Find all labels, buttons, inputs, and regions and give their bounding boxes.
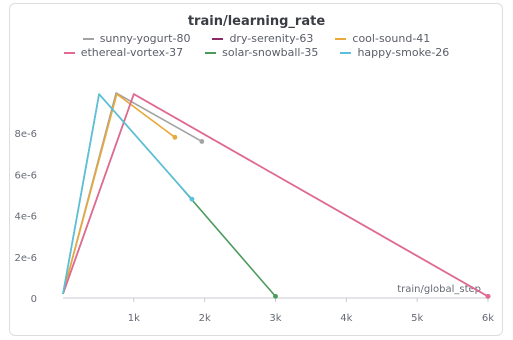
chart-title: train/learning_rate: [187, 14, 326, 29]
legend-item[interactable]: solar-snowball-35: [205, 46, 318, 59]
x-tick-label: 2k: [199, 313, 211, 324]
y-tick-label: 4e-6: [15, 212, 38, 223]
chart-panel: [9, 3, 503, 336]
series-line-cool-sound-41: [62, 93, 176, 295]
legend-row-1: sunny-yogurt-80 dry-serenity-63 cool-sou…: [0, 32, 513, 45]
legend-swatch: [340, 51, 352, 54]
x-tick-label: 5k: [411, 313, 423, 324]
legend-swatch: [205, 51, 217, 54]
legend-swatch: [63, 51, 75, 54]
y-tick-label: 6e-6: [15, 170, 38, 181]
x-tick-label: 4k: [340, 313, 352, 324]
series-end-point-cool-sound-41: [172, 134, 178, 140]
y-tick-label: 2e-6: [15, 253, 38, 264]
legend-row-2: ethereal-vortex-37 solar-snowball-35 hap…: [0, 46, 513, 59]
series-end-point-sunny-yogurt-80: [199, 139, 205, 144]
legend-swatch: [335, 37, 347, 40]
x-tick-label: 6k: [482, 313, 494, 324]
legend-label: dry-serenity-63: [229, 32, 314, 45]
y-tick-label: 0: [31, 294, 37, 305]
x-tick-label: 1k: [128, 313, 140, 324]
legend-item[interactable]: ethereal-vortex-37: [63, 46, 184, 59]
legend-label: happy-smoke-26: [357, 46, 450, 59]
x-tick-label: 3k: [269, 313, 281, 324]
legend-item[interactable]: sunny-yogurt-80: [82, 32, 191, 45]
legend-label: ethereal-vortex-37: [80, 46, 184, 59]
legend-swatch: [82, 37, 94, 40]
series-end-point-solar-snowball-35: [273, 293, 278, 299]
x-axis-label: train/global_step: [397, 284, 481, 295]
legend-item[interactable]: happy-smoke-26: [340, 46, 449, 59]
legend-swatch: [212, 37, 224, 40]
series-line-solar-snowball-35: [62, 93, 277, 297]
series-end-point-ethereal-vortex-37: [485, 293, 491, 299]
series-end-point-happy-smoke-26: [189, 196, 195, 202]
legend-item[interactable]: cool-sound-41: [335, 32, 430, 45]
legend-label: sunny-yogurt-80: [99, 32, 191, 45]
series-line-ethereal-vortex-37: [62, 93, 489, 298]
y-tick-label: 8e-6: [15, 129, 38, 140]
legend-label: solar-snowball-35: [222, 46, 319, 59]
legend-label: cool-sound-41: [352, 32, 431, 45]
series-line-happy-smoke-26: [62, 93, 193, 295]
series-line-sunny-yogurt-80: [62, 92, 203, 295]
legend-item[interactable]: dry-serenity-63: [212, 32, 313, 45]
